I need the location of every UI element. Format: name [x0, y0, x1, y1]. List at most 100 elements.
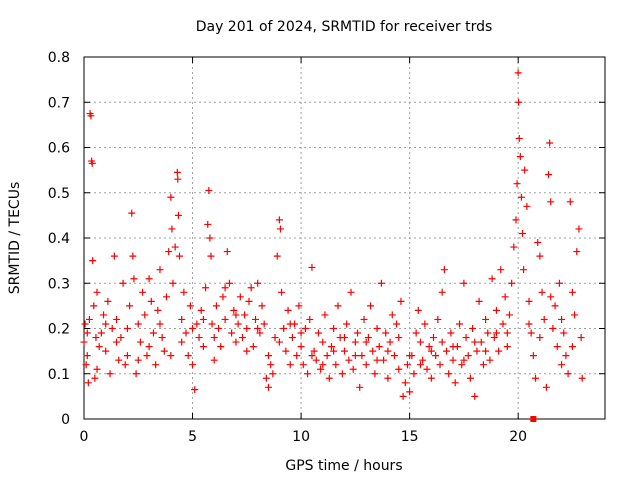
- data-point: [265, 352, 273, 360]
- data-point: [445, 370, 453, 378]
- data-point: [169, 279, 177, 287]
- data-point: [482, 315, 490, 323]
- data-point: [414, 306, 422, 314]
- data-point: [202, 284, 210, 292]
- y-tick-label: 0.2: [48, 322, 70, 338]
- data-point: [319, 361, 327, 369]
- data-point: [102, 320, 110, 328]
- data-point: [167, 352, 175, 360]
- data-point: [167, 193, 175, 201]
- data-point: [449, 356, 457, 364]
- data-point: [180, 288, 188, 296]
- data-point: [95, 343, 103, 351]
- data-point: [143, 352, 151, 360]
- data-point: [460, 356, 468, 364]
- data-point: [254, 325, 262, 332]
- data-point: [475, 297, 483, 305]
- data-point: [154, 306, 162, 314]
- data-point: [425, 343, 433, 351]
- data-point: [515, 98, 523, 106]
- data-point: [117, 334, 125, 342]
- data-point: [564, 370, 572, 378]
- data-point: [471, 392, 479, 400]
- data-point: [317, 365, 325, 373]
- data-point: [430, 334, 438, 342]
- y-tick-label: 0: [61, 412, 70, 428]
- y-tick-label: 0.5: [48, 186, 70, 202]
- data-point: [93, 288, 101, 296]
- data-point: [438, 338, 446, 346]
- data-point: [492, 306, 500, 314]
- data-point: [82, 361, 90, 369]
- data-point: [87, 112, 95, 120]
- data-point: [243, 325, 251, 332]
- y-tick-label: 0.8: [48, 50, 70, 66]
- data-point: [219, 293, 227, 301]
- data-point: [410, 370, 418, 378]
- data-point: [234, 320, 242, 328]
- data-point: [501, 293, 509, 301]
- data-point: [449, 343, 457, 351]
- data-point: [529, 352, 537, 360]
- data-point: [113, 315, 121, 323]
- data-point: [469, 325, 477, 332]
- data-point: [386, 338, 394, 346]
- data-point: [83, 352, 91, 360]
- data-point: [462, 334, 470, 342]
- data-point: [397, 297, 405, 305]
- data-point: [314, 329, 322, 337]
- data-point: [406, 388, 414, 396]
- data-point: [460, 279, 468, 287]
- data-point: [419, 356, 427, 364]
- data-point: [178, 338, 186, 346]
- data-point: [479, 361, 487, 369]
- data-point: [373, 356, 381, 364]
- data-point: [174, 175, 182, 183]
- data-point: [520, 266, 528, 274]
- data-point: [521, 166, 529, 174]
- data-point: [262, 374, 270, 382]
- data-point: [473, 347, 481, 355]
- data-point: [517, 193, 525, 201]
- data-point: [515, 134, 523, 142]
- data-point: [90, 302, 98, 310]
- data-point: [301, 325, 309, 332]
- data-point: [349, 365, 357, 373]
- data-point: [573, 248, 581, 256]
- data-point: [278, 288, 286, 296]
- data-point: [102, 347, 110, 355]
- data-point: [156, 320, 164, 328]
- data-point: [230, 306, 238, 314]
- data-point: [100, 311, 108, 319]
- data-point: [93, 365, 101, 373]
- data-point: [130, 275, 138, 283]
- data-point: [341, 347, 348, 355]
- data-point: [236, 293, 244, 301]
- data-point: [204, 220, 212, 228]
- data-point: [553, 343, 561, 351]
- data-point: [505, 311, 513, 319]
- data-point: [254, 279, 262, 287]
- data-point: [152, 361, 160, 369]
- data-point: [297, 329, 305, 337]
- data-point: [91, 374, 99, 382]
- data-point: [199, 343, 207, 351]
- data-point: [523, 202, 531, 210]
- data-point: [514, 69, 522, 77]
- data-point: [547, 293, 555, 301]
- data-point: [293, 352, 301, 360]
- data-point: [519, 229, 527, 237]
- data-point: [265, 383, 273, 391]
- data-point: [195, 334, 203, 342]
- data-point: [443, 347, 451, 355]
- data-point: [228, 329, 236, 337]
- data-point: [126, 302, 134, 310]
- data-point: [538, 288, 546, 296]
- data-point: [160, 347, 168, 355]
- data-point: [141, 311, 149, 319]
- data-point: [358, 352, 366, 360]
- data-point: [488, 275, 496, 283]
- data-point: [267, 361, 275, 369]
- data-point: [578, 374, 586, 382]
- data-point: [421, 320, 429, 328]
